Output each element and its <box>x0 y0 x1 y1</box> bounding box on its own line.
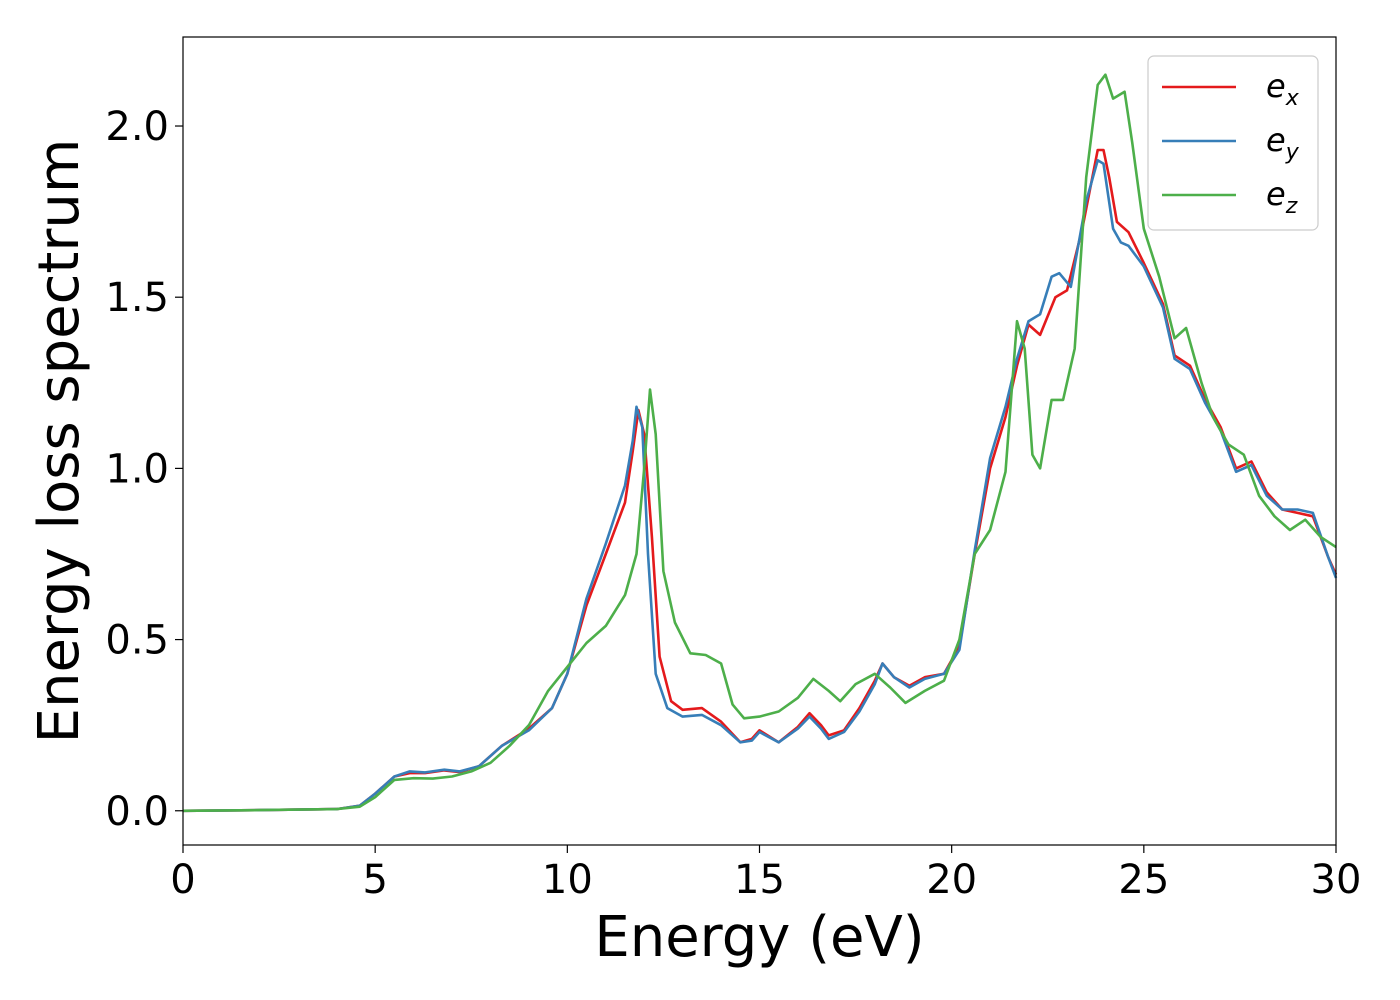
y-tick-label: 2.0 <box>105 104 169 150</box>
series-layer <box>182 73 1338 813</box>
legend-entry-ex: ex <box>1266 67 1300 111</box>
y-axis-label: Energy loss spectrum <box>27 139 92 744</box>
x-tick-label: 20 <box>926 857 977 903</box>
y-axis-ticks: 0.0 0.5 1.0 1.5 2.0 <box>105 104 183 835</box>
series-line-ey <box>182 159 1338 813</box>
plot-area <box>183 37 1336 845</box>
legend-entry-ey: ey <box>1266 121 1300 165</box>
legend-box <box>1147 55 1319 231</box>
y-tick-label: 0.5 <box>105 618 169 664</box>
x-tick-label: 15 <box>734 857 785 903</box>
legend: ex ey ez <box>1147 55 1319 231</box>
x-axis-label: Energy (eV) <box>594 905 924 970</box>
x-axis-ticks: 0 5 10 15 20 25 30 <box>170 845 1361 903</box>
y-tick-label: 0.0 <box>105 789 169 835</box>
x-tick-label: 30 <box>1311 857 1362 903</box>
x-tick-label: 25 <box>1118 857 1169 903</box>
x-tick-label: 10 <box>542 857 593 903</box>
legend-entry-ez: ez <box>1266 175 1298 219</box>
x-tick-label: 0 <box>170 857 195 903</box>
x-tick-label: 5 <box>362 857 387 903</box>
series-line-ez <box>182 73 1337 813</box>
y-tick-label: 1.5 <box>105 275 169 321</box>
y-tick-label: 1.0 <box>105 446 169 492</box>
